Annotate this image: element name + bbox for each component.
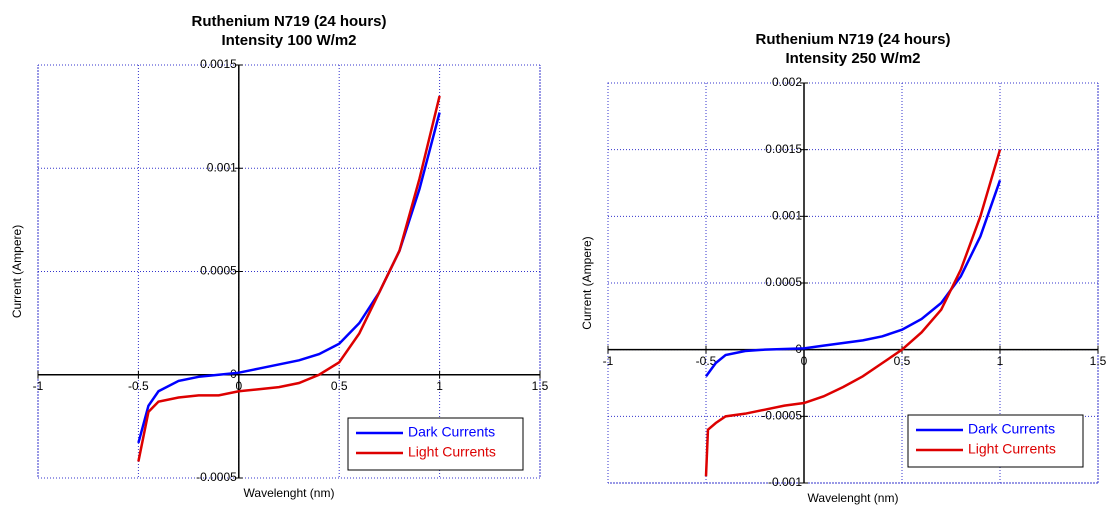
legend-label: Dark Currents	[968, 421, 1055, 437]
chart-subtitle: Intensity 250 W/m2	[785, 50, 920, 67]
y-tick-label: 0.0005	[765, 275, 802, 289]
x-axis-label: Wavelenght (nm)	[244, 486, 335, 500]
chart-title: Ruthenium N719 (24 hours)	[191, 13, 386, 30]
y-tick-label: 0.0015	[200, 57, 237, 71]
x-tick-label: 1	[997, 354, 1004, 368]
x-tick-label: 0.5	[894, 354, 911, 368]
legend-label: Light Currents	[968, 441, 1056, 457]
y-axis-label: Current (Ampere)	[10, 225, 24, 318]
x-tick-label: 1	[436, 379, 443, 393]
chart: Ruthenium N719 (24 hours) Intensity 250 W…	[580, 31, 1106, 505]
x-tick-label: 1.5	[532, 379, 549, 393]
y-tick-label: 0.0015	[765, 142, 802, 156]
data-line	[137, 112, 441, 444]
legend-label: Light Currents	[408, 444, 496, 460]
legend-label: Dark Currents	[408, 424, 495, 440]
y-axis-label: Current (Ampere)	[580, 236, 594, 329]
legend-box	[347, 417, 524, 471]
chart-subtitle: Intensity 100 W/m2	[221, 32, 356, 49]
data-line	[704, 149, 1002, 477]
x-tick-label: -1	[603, 354, 614, 368]
y-tick-label: 0.002	[772, 75, 802, 89]
x-axis-label: Wavelenght (nm)	[808, 491, 899, 505]
y-tick-label: 0.0005	[200, 264, 237, 278]
data-line	[137, 95, 441, 462]
y-tick-label: -0.0005	[761, 409, 802, 423]
legend-box	[907, 414, 1084, 468]
chart-title: Ruthenium N719 (24 hours)	[755, 31, 950, 48]
y-tick-label: 0.001	[207, 160, 237, 174]
x-tick-label: -1	[33, 379, 44, 393]
legend: Dark Currents Light Currents	[907, 414, 1084, 468]
y-tick-label: 0.001	[772, 209, 802, 223]
y-tick-label: -0.001	[768, 475, 802, 489]
y-tick-label: -0.0005	[196, 470, 237, 484]
x-tick-label: -0.5	[128, 379, 149, 393]
x-tick-label: 1.5	[1090, 354, 1107, 368]
x-tick-label: 0.5	[331, 379, 348, 393]
chart: Ruthenium N719 (24 hours) Intensity 100 W…	[10, 13, 548, 500]
legend: Dark Currents Light Currents	[347, 417, 524, 471]
x-tick-label: -0.5	[696, 354, 717, 368]
